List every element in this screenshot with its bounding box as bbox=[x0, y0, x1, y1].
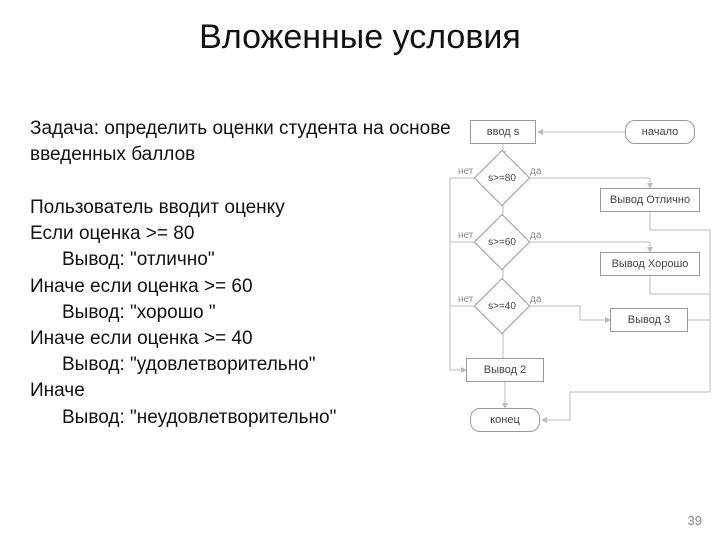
flowchart-diagram: начало ввод s s>=80 Вывод Отлично s>=60 … bbox=[360, 110, 720, 440]
line-1: Пользователь вводит оценку bbox=[30, 197, 285, 218]
line-8: Иначе bbox=[30, 380, 85, 401]
node-output-3: Вывод 3 bbox=[610, 308, 688, 332]
line-4: Иначе если оценка >= 60 bbox=[30, 276, 253, 297]
node-output-1: Вывод Отлично bbox=[600, 188, 700, 212]
node-input: ввод s bbox=[470, 120, 536, 144]
line-3: Вывод: "отлично" bbox=[62, 249, 215, 270]
node-decision-3: s>=40 bbox=[482, 286, 522, 326]
slide: Вложенные условия Задача: определить оце… bbox=[0, 0, 720, 540]
edge-label-d1-no: нет bbox=[458, 166, 473, 177]
node-start: начало bbox=[625, 120, 695, 144]
node-output-4: Вывод 2 bbox=[466, 358, 544, 382]
line-9: Вывод: "неудовлетворительно" bbox=[62, 407, 336, 428]
node-decision-1: s>=80 bbox=[482, 158, 522, 198]
node-end: конец bbox=[470, 408, 540, 432]
edge-label-d2-no: нет bbox=[458, 230, 473, 241]
page-number: 39 bbox=[688, 513, 702, 528]
edge-label-d3-no: нет bbox=[458, 294, 473, 305]
edge-label-d1-yes: да bbox=[530, 166, 541, 177]
line-2: Если оценка >= 80 bbox=[30, 223, 194, 244]
line-5: Вывод: "хорошо " bbox=[62, 302, 216, 323]
edge-label-d3-yes: да bbox=[530, 294, 541, 305]
page-title: Вложенные условия bbox=[0, 18, 720, 57]
node-output-2: Вывод Хорошо bbox=[600, 252, 700, 276]
line-6: Иначе если оценка >= 40 bbox=[30, 328, 253, 349]
edge-label-d2-yes: да bbox=[530, 230, 541, 241]
line-7: Вывод: "удовлетворительно" bbox=[62, 354, 316, 375]
node-decision-2: s>=60 bbox=[482, 222, 522, 262]
